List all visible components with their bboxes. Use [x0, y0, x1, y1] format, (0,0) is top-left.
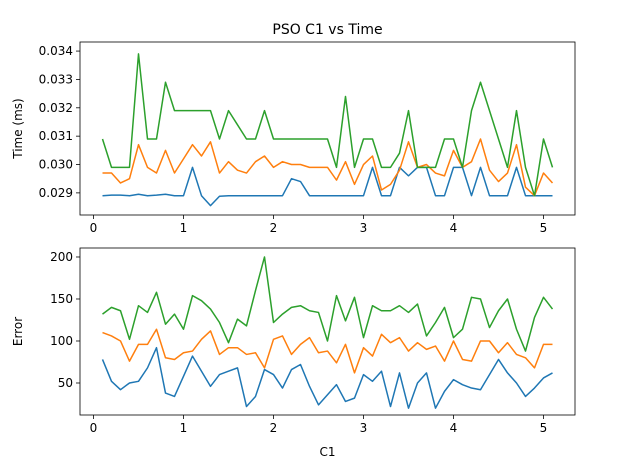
x-tick-label: 3	[360, 421, 368, 435]
x-tick-label: 5	[540, 221, 548, 235]
y-tick-label: 0.034	[39, 44, 73, 58]
y-tick-label: 0.033	[39, 72, 73, 86]
data-line	[102, 138, 554, 197]
x-tick-label: 4	[450, 221, 458, 235]
data-line	[101, 346, 553, 409]
x-tick-label: 1	[180, 221, 188, 235]
y-tick-label: 50	[58, 376, 73, 390]
x-tick-label: 2	[270, 421, 278, 435]
data-line	[102, 166, 553, 207]
y-axis-label: Time (ms)	[11, 98, 25, 160]
x-axis-label: C1	[319, 445, 335, 459]
chart-title: PSO C1 vs Time	[272, 22, 382, 38]
x-tick-label: 0	[90, 421, 98, 435]
data-line	[101, 53, 554, 197]
x-tick-label: 2	[270, 221, 278, 235]
y-tick-label: 200	[50, 250, 73, 264]
x-tick-label: 5	[540, 421, 548, 435]
y-tick-label: 0.032	[39, 101, 73, 115]
y-axis-label: Error	[11, 317, 25, 346]
x-tick-label: 1	[180, 421, 188, 435]
data-line	[102, 328, 553, 374]
y-tick-label: 150	[50, 292, 73, 306]
y-tick-label: 0.031	[39, 129, 73, 143]
y-tick-label: 0.030	[39, 158, 73, 172]
x-tick-label: 0	[90, 221, 98, 235]
y-tick-label: 100	[50, 334, 73, 348]
data-line	[102, 256, 554, 352]
axes-frame	[79, 247, 576, 416]
x-tick-label: 3	[360, 221, 368, 235]
x-tick-label: 4	[450, 421, 458, 435]
y-tick-label: 0.029	[39, 186, 73, 200]
axes-frame	[79, 41, 576, 216]
